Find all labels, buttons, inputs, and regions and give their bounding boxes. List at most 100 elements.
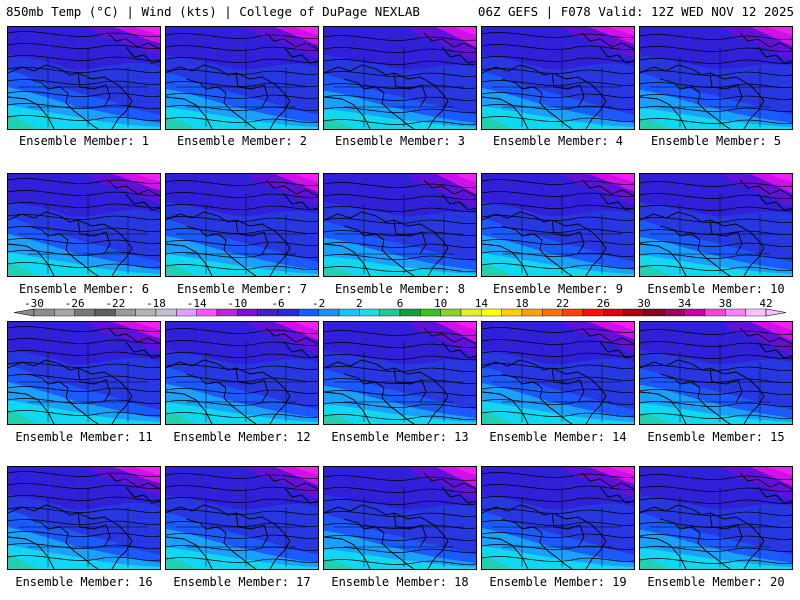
colorbar-swatch xyxy=(440,308,462,317)
colorbar-swatch xyxy=(216,308,238,317)
colorbar-swatch xyxy=(521,308,543,317)
colorbar-swatch xyxy=(643,308,665,317)
ensemble-member-map-14 xyxy=(481,321,635,425)
colorbar-swatch xyxy=(155,308,177,317)
colorbar-swatch xyxy=(562,308,584,317)
colorbar-left-arrow xyxy=(13,308,35,317)
colorbar-tick-label: 18 xyxy=(515,297,528,310)
colorbar-swatch xyxy=(501,308,523,317)
ensemble-member-map-13 xyxy=(323,321,477,425)
colorbar-tick-label: 2 xyxy=(356,297,363,310)
colorbar-swatch xyxy=(237,308,258,317)
colorbar-swatch xyxy=(257,308,279,317)
ensemble-member-map-12 xyxy=(165,321,319,425)
ensemble-member-label-4: Ensemble Member: 4 xyxy=(492,134,624,148)
ensemble-member-map-9 xyxy=(481,173,635,277)
ensemble-member-map-8 xyxy=(323,173,477,277)
ensemble-member-map-1 xyxy=(7,26,161,130)
ensemble-member-map-6 xyxy=(7,173,161,277)
ensemble-member-map-10 xyxy=(639,173,793,277)
ensemble-member-map-7 xyxy=(165,173,319,277)
colorbar-swatch xyxy=(176,308,197,317)
colorbar-swatch xyxy=(359,308,380,317)
ensemble-member-map-18 xyxy=(323,466,477,570)
ensemble-member-label-9: Ensemble Member: 9 xyxy=(492,282,624,296)
ensemble-member-label-3: Ensemble Member: 3 xyxy=(334,134,466,148)
colorbar-swatch xyxy=(542,308,563,317)
ensemble-member-label-8: Ensemble Member: 8 xyxy=(334,282,466,296)
ensemble-member-label-1: Ensemble Member: 1 xyxy=(18,134,150,148)
colorbar-swatch xyxy=(399,308,421,317)
ensemble-member-label-11: Ensemble Member: 11 xyxy=(15,430,153,444)
colorbar-swatch xyxy=(460,308,482,317)
ensemble-member-label-16: Ensemble Member: 16 xyxy=(15,575,153,589)
colorbar-swatch xyxy=(420,308,441,317)
colorbar-tick-label: 6 xyxy=(397,297,404,310)
ensemble-member-label-15: Ensemble Member: 15 xyxy=(647,430,785,444)
ensemble-member-map-16 xyxy=(7,466,161,570)
colorbar-swatch xyxy=(582,308,604,317)
colorbar-swatch xyxy=(664,308,685,317)
ensemble-member-label-13: Ensemble Member: 13 xyxy=(331,430,469,444)
ensemble-member-label-12: Ensemble Member: 12 xyxy=(173,430,311,444)
colorbar-tick-label: 42 xyxy=(759,297,772,310)
colorbar-tick-label: -22 xyxy=(105,297,125,310)
colorbar-swatch xyxy=(623,308,645,317)
ensemble-member-label-17: Ensemble Member: 17 xyxy=(173,575,311,589)
colorbar-tick-label: -26 xyxy=(65,297,85,310)
temperature-colorbar: -30 -26 -22 -18 -14 -10 -6 -2 2 6 10 14 18 22 26 30 34 38… xyxy=(13,297,787,317)
colorbar-tick-label: -10 xyxy=(227,297,247,310)
ensemble-member-label-5: Ensemble Member: 5 xyxy=(650,134,782,148)
colorbar-swatch xyxy=(196,308,218,317)
colorbar-swatch xyxy=(74,308,96,317)
ensemble-member-map-4 xyxy=(481,26,635,130)
colorbar-swatch xyxy=(725,308,746,317)
colorbar-right-arrow xyxy=(765,308,787,317)
colorbar-swatch xyxy=(684,308,706,317)
ensemble-member-map-2 xyxy=(165,26,319,130)
colorbar-swatch xyxy=(603,308,624,317)
ensemble-member-label-18: Ensemble Member: 18 xyxy=(331,575,469,589)
colorbar-swatch xyxy=(115,308,136,317)
colorbar-swatch xyxy=(481,308,502,317)
header-title: 850mb Temp (°C) | Wind (kts) | College o… xyxy=(6,4,420,19)
colorbar-swatch xyxy=(54,308,75,317)
colorbar-tick-label: -2 xyxy=(312,297,325,310)
colorbar-tick-label: 14 xyxy=(475,297,489,310)
colorbar-tick-label: -30 xyxy=(24,297,44,310)
colorbar-swatch xyxy=(298,308,319,317)
ensemble-member-label-7: Ensemble Member: 7 xyxy=(176,282,308,296)
ensemble-member-map-11 xyxy=(7,321,161,425)
colorbar-swatch xyxy=(318,308,340,317)
ensemble-member-label-2: Ensemble Member: 2 xyxy=(176,134,308,148)
ensemble-member-label-6: Ensemble Member: 6 xyxy=(18,282,150,296)
colorbar-swatch xyxy=(94,308,116,317)
colorbar-swatch xyxy=(379,308,401,317)
ensemble-member-label-20: Ensemble Member: 20 xyxy=(647,575,785,589)
ensemble-member-label-10: Ensemble Member: 10 xyxy=(647,282,785,296)
ensemble-member-map-15 xyxy=(639,321,793,425)
colorbar-tick-label: 22 xyxy=(556,297,569,310)
ensemble-member-label-14: Ensemble Member: 14 xyxy=(489,430,627,444)
header-valid-time: 06Z GEFS | F078 Valid: 12Z WED NOV 12 20… xyxy=(477,4,794,19)
colorbar-tick-label: 30 xyxy=(637,297,650,310)
colorbar-tick-label: -18 xyxy=(146,297,166,310)
ensemble-member-map-17 xyxy=(165,466,319,570)
colorbar-swatch xyxy=(745,308,767,317)
ensemble-member-label-19: Ensemble Member: 19 xyxy=(489,575,627,589)
ensemble-member-map-19 xyxy=(481,466,635,570)
colorbar-tick-label: -14 xyxy=(187,297,207,310)
colorbar-swatch xyxy=(135,308,157,317)
colorbar-swatch xyxy=(704,308,726,317)
colorbar-tick-label: -6 xyxy=(271,297,284,310)
ensemble-member-map-3 xyxy=(323,26,477,130)
colorbar-swatch xyxy=(33,308,55,317)
colorbar-tick-label: 34 xyxy=(678,297,692,310)
colorbar-tick-label: 38 xyxy=(719,297,732,310)
colorbar-tick-label: 10 xyxy=(434,297,447,310)
ensemble-member-map-20 xyxy=(639,466,793,570)
colorbar-swatch xyxy=(277,308,299,317)
colorbar-swatch xyxy=(338,308,360,317)
ensemble-member-map-5 xyxy=(639,26,793,130)
colorbar-tick-label: 26 xyxy=(597,297,610,310)
